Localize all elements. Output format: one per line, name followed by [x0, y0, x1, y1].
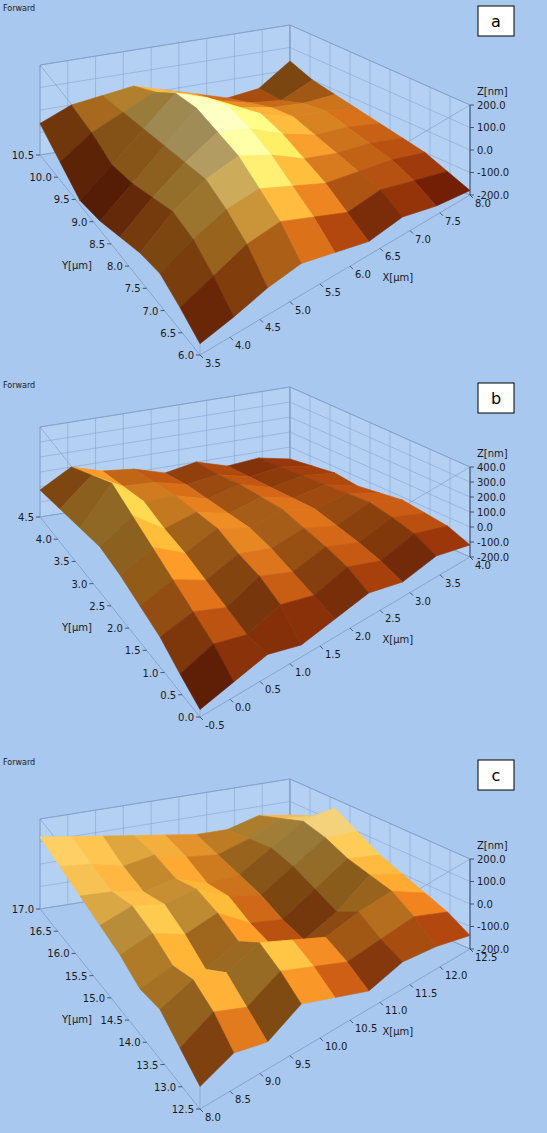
svg-text:2.5: 2.5 [89, 601, 105, 612]
svg-text:4.0: 4.0 [235, 340, 251, 351]
svg-text:Y[µm]: Y[µm] [61, 260, 92, 271]
svg-text:6.5: 6.5 [385, 251, 401, 262]
svg-text:200.0: 200.0 [477, 492, 506, 503]
svg-text:Z[nm]: Z[nm] [477, 840, 508, 851]
svg-text:12.0: 12.0 [445, 970, 467, 981]
svg-text:6.0: 6.0 [355, 269, 371, 280]
svg-text:9.5: 9.5 [54, 194, 70, 205]
svg-text:11.5: 11.5 [415, 988, 437, 999]
svg-text:12.5: 12.5 [475, 952, 497, 963]
svg-text:6.5: 6.5 [160, 328, 176, 339]
svg-text:16.0: 16.0 [47, 948, 69, 959]
svg-text:16.5: 16.5 [30, 926, 52, 937]
svg-text:b: b [491, 389, 501, 408]
svg-text:1.5: 1.5 [125, 645, 141, 656]
svg-text:10.0: 10.0 [30, 172, 52, 183]
svg-text:-200.0: -200.0 [477, 551, 510, 563]
svg-text:8.0: 8.0 [205, 1112, 221, 1123]
svg-text:-100.0: -100.0 [477, 537, 509, 548]
svg-text:9.0: 9.0 [71, 217, 87, 228]
svg-text:4.0: 4.0 [475, 560, 491, 571]
svg-text:7.0: 7.0 [143, 306, 159, 317]
svg-text:15.5: 15.5 [65, 971, 87, 982]
svg-text:2.0: 2.0 [107, 623, 123, 634]
svg-text:1.0: 1.0 [295, 667, 311, 678]
svg-text:6.0: 6.0 [178, 350, 194, 361]
svg-text:7.5: 7.5 [445, 216, 461, 227]
svg-text:Y[µm]: Y[µm] [61, 622, 92, 633]
svg-text:300.0: 300.0 [477, 477, 506, 488]
svg-text:Forward: Forward [3, 381, 35, 390]
svg-text:0.0: 0.0 [477, 522, 493, 533]
svg-text:8.0: 8.0 [107, 261, 123, 272]
svg-text:a: a [491, 12, 501, 31]
svg-text:13.0: 13.0 [154, 1082, 176, 1093]
svg-text:0.0: 0.0 [178, 712, 194, 723]
svg-text:-100.0: -100.0 [477, 921, 509, 932]
svg-text:Forward: Forward [3, 758, 35, 767]
svg-text:4.0: 4.0 [36, 534, 52, 545]
svg-text:400.0: 400.0 [477, 462, 506, 473]
svg-text:0.5: 0.5 [160, 690, 176, 701]
svg-text:100.0: 100.0 [477, 122, 506, 133]
svg-text:3.5: 3.5 [54, 556, 70, 567]
svg-text:Forward: Forward [3, 4, 35, 13]
svg-text:1.5: 1.5 [325, 649, 341, 660]
svg-text:8.5: 8.5 [89, 239, 105, 250]
svg-text:X[µm]: X[µm] [383, 634, 414, 645]
svg-text:8.0: 8.0 [475, 198, 491, 209]
svg-text:10.5: 10.5 [355, 1023, 377, 1034]
svg-text:200.0: 200.0 [477, 854, 506, 865]
svg-text:0.0: 0.0 [477, 145, 493, 156]
svg-text:4.5: 4.5 [18, 512, 34, 523]
svg-text:13.5: 13.5 [136, 1060, 158, 1071]
svg-text:7.0: 7.0 [415, 234, 431, 245]
svg-text:14.0: 14.0 [118, 1037, 140, 1048]
svg-text:0.0: 0.0 [477, 899, 493, 910]
svg-text:100.0: 100.0 [477, 507, 506, 518]
svg-text:Y[µm]: Y[µm] [61, 1014, 92, 1025]
svg-text:X[µm]: X[µm] [383, 1026, 414, 1037]
svg-text:2.0: 2.0 [355, 631, 371, 642]
svg-text:3.0: 3.0 [71, 579, 87, 590]
svg-text:-200.0: -200.0 [477, 943, 510, 955]
svg-text:100.0: 100.0 [477, 876, 506, 887]
svg-text:11.0: 11.0 [385, 1005, 407, 1016]
svg-text:Z[nm]: Z[nm] [477, 86, 508, 97]
svg-text:8.5: 8.5 [235, 1094, 251, 1105]
svg-text:5.0: 5.0 [295, 305, 311, 316]
svg-text:4.5: 4.5 [265, 322, 281, 333]
svg-text:3.5: 3.5 [445, 578, 461, 589]
svg-text:0.5: 0.5 [265, 684, 281, 695]
svg-text:15.0: 15.0 [83, 993, 105, 1004]
svg-text:14.5: 14.5 [101, 1015, 123, 1026]
svg-text:3.0: 3.0 [415, 596, 431, 607]
svg-text:2.5: 2.5 [385, 613, 401, 624]
svg-text:17.0: 17.0 [12, 904, 34, 915]
svg-text:12.5: 12.5 [172, 1104, 194, 1115]
svg-text:10.5: 10.5 [12, 150, 34, 161]
svg-text:0.0: 0.0 [235, 702, 251, 713]
svg-text:9.0: 9.0 [265, 1076, 281, 1087]
svg-text:9.5: 9.5 [295, 1059, 311, 1070]
svg-text:1.0: 1.0 [143, 668, 159, 679]
svg-text:c: c [492, 766, 501, 785]
svg-text:X[µm]: X[µm] [383, 272, 414, 283]
svg-text:-200.0: -200.0 [477, 189, 510, 201]
svg-text:-0.5: -0.5 [205, 720, 225, 731]
svg-text:7.5: 7.5 [125, 283, 141, 294]
svg-text:200.0: 200.0 [477, 100, 506, 111]
svg-text:-100.0: -100.0 [477, 167, 509, 178]
svg-text:Z[nm]: Z[nm] [477, 448, 508, 459]
svg-text:5.5: 5.5 [325, 287, 341, 298]
svg-text:10.0: 10.0 [325, 1041, 347, 1052]
svg-text:3.5: 3.5 [205, 358, 221, 369]
